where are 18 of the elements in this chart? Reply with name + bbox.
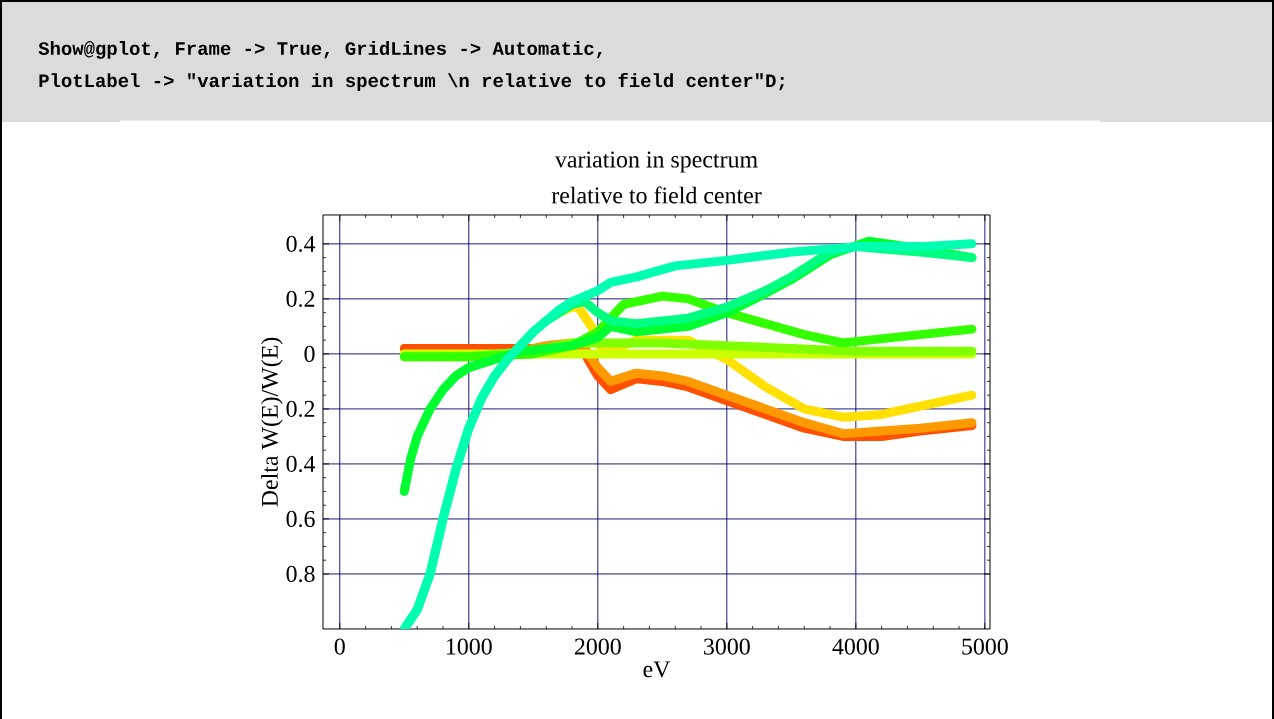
y-tick-label: 0.4 — [286, 455, 316, 473]
x-axis-title: eV — [643, 661, 671, 678]
y-tick-label: 0.4 — [286, 235, 316, 252]
x-tick-label: 3000 — [704, 638, 750, 655]
y-tick-label: 0 — [304, 345, 315, 362]
chart-title: variation in spectrum relative to field center — [551, 151, 762, 204]
text: Show@gplot, Frame -> True, GridLines -> Automatic, — [38, 41, 602, 59]
x-tick-label: 1000 — [446, 638, 492, 655]
x-tick-label: 4000 — [832, 638, 879, 655]
x-tick-label: 5000 — [962, 638, 1008, 655]
y-tick-label: 0.6 — [286, 510, 315, 528]
x-tick-label: 2000 — [574, 638, 621, 655]
y-tick-label: 0.2 — [286, 400, 315, 418]
x-tick-label: 0 — [334, 638, 345, 655]
y-tick-label: 0.8 — [286, 565, 315, 583]
y-axis-title: Delta W(E)/W(E) — [261, 337, 283, 507]
y-tick-label: 0.2 — [286, 290, 315, 308]
text: PlotLabel -> "variation in spectrum \n relative to field center"D; — [39, 73, 784, 91]
